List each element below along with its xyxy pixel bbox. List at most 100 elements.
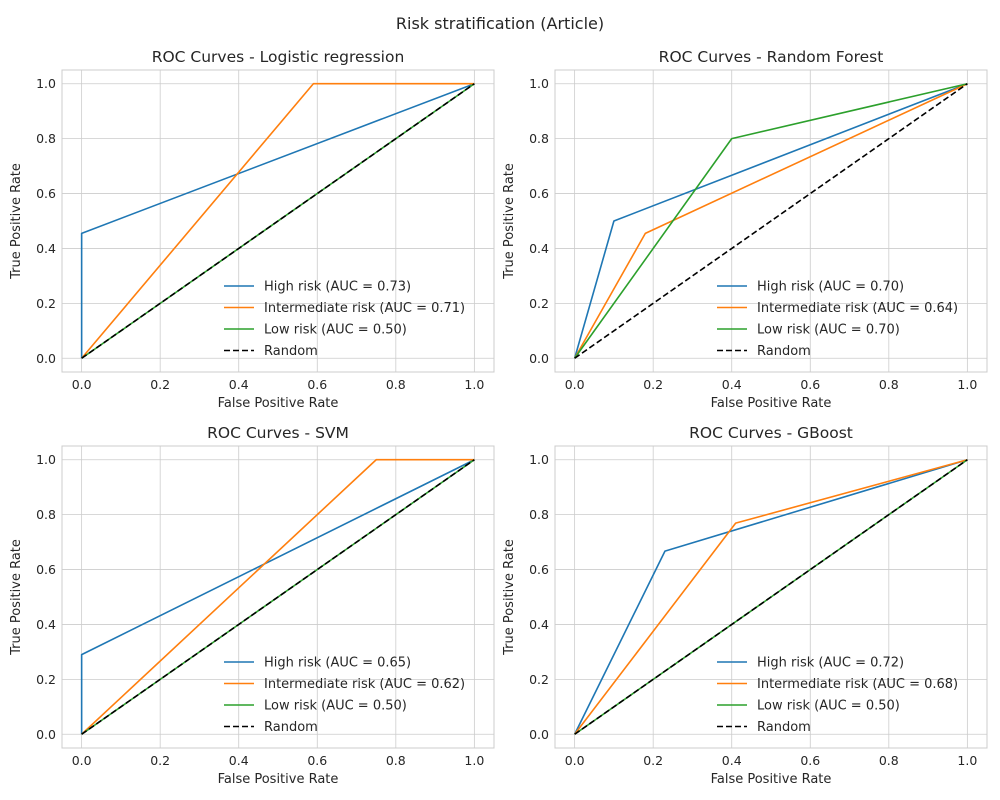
legend-label: Low risk (AUC = 0.50) (757, 699, 900, 714)
chart-panel-logistic-regression: 0.0 0.2 0.4 0.6 0.8 1.0 0.0 0.2 0.4 0.6 0.8 1.0 ROC … (9, 48, 495, 411)
chart-panel-random-forest: 0.0 0.2 0.4 0.6 0.8 1.0 0.0 0.2 0.4 0.6 0.8 1.0 ROC … (502, 48, 988, 411)
y-tick-label: 0.2 (36, 672, 56, 687)
legend-label: Low risk (AUC = 0.50) (264, 323, 407, 338)
chart-title: ROC Curves - Random Forest (659, 48, 884, 66)
x-tick-label: 1.0 (464, 753, 484, 768)
x-tick-label: 0.2 (643, 377, 663, 392)
y-tick-label: 0.8 (36, 131, 56, 146)
x-tick-label: 0.6 (307, 753, 327, 768)
series-line-high (80, 82, 475, 359)
x-axis-label: False Positive Rate (218, 396, 339, 411)
x-tick-label: 0.2 (643, 753, 663, 768)
y-tick-label: 0.6 (36, 562, 56, 577)
series-line-random (574, 83, 968, 359)
series-line-high (573, 458, 968, 735)
y-tick-label: 0.2 (529, 296, 549, 311)
x-tick-label: 0.0 (72, 753, 92, 768)
chart-panel-svm: 0.0 0.2 0.4 0.6 0.8 1.0 0.0 0.2 0.4 0.6 0.8 1.0 ROC … (9, 424, 495, 787)
x-tick-label: 0.6 (307, 377, 327, 392)
y-tick-label: 0.8 (529, 507, 549, 522)
series-line-low (573, 82, 968, 359)
y-tick-label: 0.0 (529, 351, 549, 366)
x-tick-label: 0.8 (386, 377, 406, 392)
legend: High risk (AUC = 0.65) Intermediate risk … (224, 656, 465, 735)
legend-label: Random (757, 344, 811, 359)
x-axis-label: False Positive Rate (711, 772, 832, 787)
y-axis-label: True Positive Rate (9, 163, 24, 280)
x-tick-label: 1.0 (464, 377, 484, 392)
y-axis-label: True Positive Rate (502, 163, 517, 280)
chart-title: ROC Curves - SVM (207, 424, 349, 442)
y-tick-label: 0.0 (36, 727, 56, 742)
legend-label: High risk (AUC = 0.73) (264, 280, 411, 295)
y-tick-label: 0.6 (36, 186, 56, 201)
x-axis-label: False Positive Rate (218, 772, 339, 787)
x-tick-label: 1.0 (957, 753, 977, 768)
y-tick-label: 0.4 (36, 617, 56, 632)
x-tick-label: 0.4 (229, 753, 249, 768)
y-tick-label: 0.6 (529, 186, 549, 201)
figure-suptitle: Risk stratification (Article) (396, 14, 604, 33)
x-tick-label: 0.0 (72, 377, 92, 392)
x-tick-label: 0.0 (565, 377, 585, 392)
y-tick-label: 0.8 (36, 507, 56, 522)
y-tick-label: 0.2 (36, 296, 56, 311)
x-tick-label: 0.8 (386, 753, 406, 768)
y-tick-label: 0.4 (36, 241, 56, 256)
x-tick-label: 0.2 (150, 753, 170, 768)
x-axis-label: False Positive Rate (711, 396, 832, 411)
x-tick-label: 1.0 (957, 377, 977, 392)
legend-label: Random (264, 720, 318, 735)
legend-label: Intermediate risk (AUC = 0.71) (264, 301, 465, 316)
panels-container: 0.0 0.2 0.4 0.6 0.8 1.0 0.0 0.2 0.4 0.6 0.8 1.0 ROC … (9, 48, 988, 787)
series-line-random (81, 83, 475, 359)
legend-label: Intermediate risk (AUC = 0.64) (757, 301, 958, 316)
legend-label: High risk (AUC = 0.72) (757, 656, 904, 671)
legend: High risk (AUC = 0.73) Intermediate risk … (224, 280, 465, 359)
legend-label: Low risk (AUC = 0.50) (264, 699, 407, 714)
x-tick-label: 0.6 (800, 377, 820, 392)
series-line-random (81, 459, 475, 735)
y-tick-label: 0.0 (36, 351, 56, 366)
legend-label: Low risk (AUC = 0.70) (757, 323, 900, 338)
legend-label: Intermediate risk (AUC = 0.62) (264, 677, 465, 692)
legend-label: Random (757, 720, 811, 735)
legend-label: Random (264, 344, 318, 359)
y-tick-label: 1.0 (529, 76, 549, 91)
legend-label: High risk (AUC = 0.65) (264, 656, 411, 671)
y-tick-label: 0.0 (529, 727, 549, 742)
chart-title: ROC Curves - GBoost (689, 424, 853, 442)
x-tick-label: 0.6 (800, 753, 820, 768)
series-line-high (573, 82, 968, 359)
legend-label: Intermediate risk (AUC = 0.68) (757, 677, 958, 692)
y-tick-label: 0.4 (529, 241, 549, 256)
y-tick-label: 0.6 (529, 562, 549, 577)
series-line-high (80, 459, 475, 735)
legend: High risk (AUC = 0.72) Intermediate risk … (717, 656, 958, 735)
x-tick-label: 0.4 (229, 377, 249, 392)
x-tick-label: 0.2 (150, 377, 170, 392)
y-tick-label: 0.8 (529, 131, 549, 146)
legend-label: High risk (AUC = 0.70) (757, 280, 904, 295)
y-axis-label: True Positive Rate (9, 539, 24, 656)
y-tick-label: 0.2 (529, 672, 549, 687)
series-line-intermediate (81, 458, 475, 735)
chart-title: ROC Curves - Logistic regression (152, 48, 405, 66)
legend: High risk (AUC = 0.70) Intermediate risk … (717, 280, 958, 359)
x-tick-label: 0.8 (879, 377, 899, 392)
chart-panel-gboost: 0.0 0.2 0.4 0.6 0.8 1.0 0.0 0.2 0.4 0.6 0.8 1.0 ROC … (502, 424, 988, 787)
y-tick-label: 0.4 (529, 617, 549, 632)
x-tick-label: 0.8 (879, 753, 899, 768)
y-tick-label: 1.0 (36, 452, 56, 467)
x-tick-label: 0.0 (565, 753, 585, 768)
series-line-intermediate (574, 458, 968, 735)
y-axis-label: True Positive Rate (502, 539, 517, 656)
series-line-intermediate (81, 82, 475, 359)
y-tick-label: 1.0 (36, 76, 56, 91)
x-tick-label: 0.4 (722, 377, 742, 392)
y-tick-label: 1.0 (529, 452, 549, 467)
x-tick-label: 0.4 (722, 753, 742, 768)
series-line-intermediate (573, 83, 968, 359)
series-line-random (574, 459, 968, 735)
